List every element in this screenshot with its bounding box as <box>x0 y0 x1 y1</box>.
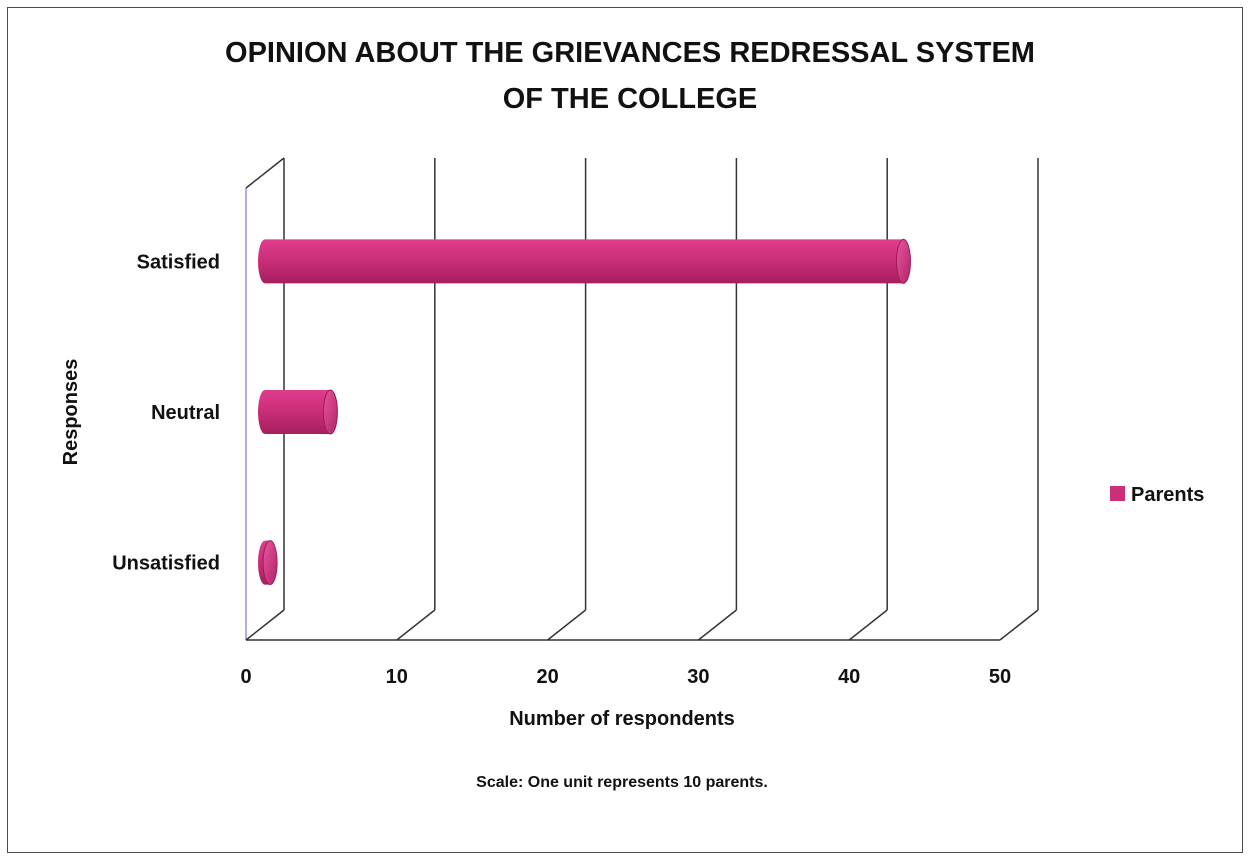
y-tick-label: Satisfied <box>137 251 220 273</box>
floor-gridline <box>999 609 1039 641</box>
scale-note: Scale: One unit represents 10 parents. <box>476 774 768 791</box>
legend-swatch <box>1110 486 1125 501</box>
y-axis-label: Responses <box>60 359 82 466</box>
bar-end-cap <box>322 389 338 435</box>
bars <box>258 238 911 586</box>
chart-title-line-1: OPINION ABOUT THE GRIEVANCES REDRESSAL S… <box>225 37 1035 69</box>
chart-title-line-2: OF THE COLLEGE <box>503 83 758 115</box>
x-tick-label: 40 <box>838 666 860 688</box>
floor-gridline <box>697 609 737 641</box>
x-tick-label: 0 <box>240 666 251 688</box>
x-tick-label: 10 <box>386 666 408 688</box>
bar-end-cap <box>262 540 278 586</box>
floor-gridline <box>547 609 587 641</box>
side-wall-top-edge <box>245 157 285 189</box>
chart-frame <box>7 7 1243 853</box>
y-tick-labels: Satisfied Neutral Unsatisfied <box>112 251 220 574</box>
legend-label: Parents <box>1131 484 1204 506</box>
x-tick-label: 20 <box>536 666 558 688</box>
x-axis-label: Number of respondents <box>509 708 735 730</box>
y-tick-label: Unsatisfied <box>112 553 220 575</box>
gridlines <box>245 157 1039 641</box>
floor-gridline <box>848 609 888 641</box>
x-tick-labels: 0 10 20 30 40 50 <box>240 666 1011 688</box>
bar <box>258 390 338 434</box>
bar-end-cap <box>895 238 911 284</box>
y-tick-label: Neutral <box>151 402 220 424</box>
x-tick-label: 30 <box>687 666 709 688</box>
legend: Parents <box>1110 484 1204 506</box>
x-tick-label: 50 <box>989 666 1011 688</box>
floor-gridline <box>396 609 436 641</box>
bar <box>258 239 911 284</box>
floor-gridline <box>245 609 285 641</box>
